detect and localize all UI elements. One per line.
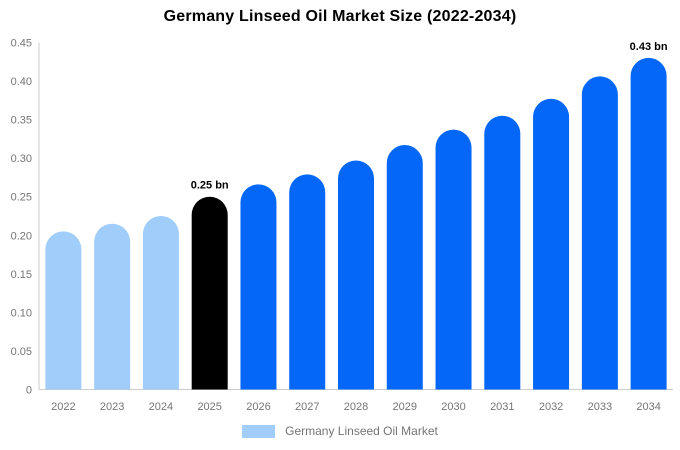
bar-2030[interactable]	[435, 129, 472, 390]
bar-2027[interactable]	[289, 174, 326, 390]
x-tick-label: 2022	[51, 401, 75, 413]
x-tick-label: 2024	[149, 401, 173, 413]
y-tick-label: 0.05	[11, 346, 32, 358]
bar-value-annotation: 0.25 bn	[191, 180, 229, 192]
y-tick-label: 0.40	[11, 76, 32, 88]
legend-item-germany-linseed-oil-market[interactable]: Germany Linseed Oil Market	[242, 424, 438, 438]
y-tick-label: 0.35	[11, 115, 32, 127]
x-tick-label: 2031	[490, 401, 514, 413]
legend: Germany Linseed Oil Market	[0, 424, 680, 438]
y-tick-label: 0	[26, 385, 32, 397]
x-tick-label: 2029	[393, 401, 417, 413]
bar-2029[interactable]	[386, 145, 423, 390]
y-tick-label: 0.25	[11, 192, 32, 204]
x-tick-label: 2026	[246, 401, 270, 413]
x-tick-label: 2027	[295, 401, 319, 413]
y-tick-label: 0.15	[11, 269, 32, 281]
x-tick-label: 2032	[539, 401, 563, 413]
y-tick-label: 0.10	[11, 307, 32, 319]
x-tick-label: 2033	[588, 401, 612, 413]
bar-2034[interactable]	[630, 57, 667, 390]
legend-label: Germany Linseed Oil Market	[285, 424, 438, 438]
x-tick-label: 2030	[441, 401, 465, 413]
bar-2026[interactable]	[240, 184, 277, 390]
y-tick-label: 0.45	[11, 38, 32, 50]
bar-value-annotation: 0.43 bn	[630, 41, 668, 53]
bar-2025[interactable]	[191, 196, 228, 390]
bar-2031[interactable]	[484, 115, 521, 390]
bar-2023[interactable]	[94, 223, 131, 390]
bar-2022[interactable]	[45, 231, 82, 390]
x-tick-label: 2025	[197, 401, 221, 413]
bar-2024[interactable]	[142, 216, 179, 390]
bar-2032[interactable]	[533, 98, 570, 390]
x-tick-label: 2034	[636, 401, 660, 413]
bar-2033[interactable]	[581, 76, 618, 390]
bar-2028[interactable]	[338, 160, 374, 390]
x-tick-label: 2023	[100, 401, 124, 413]
y-tick-label: 0.30	[11, 153, 32, 165]
chart-title: Germany Linseed Oil Market Size (2022-20…	[163, 8, 517, 25]
legend-swatch	[242, 424, 276, 438]
x-tick-label: 2028	[344, 401, 368, 413]
y-tick-label: 0.20	[11, 230, 32, 242]
